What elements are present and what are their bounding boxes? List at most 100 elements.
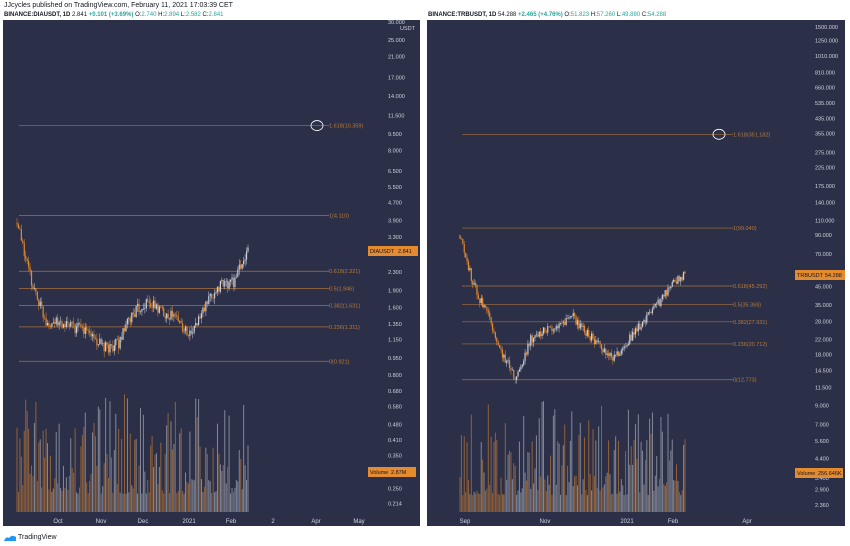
- volume-bar: [467, 480, 469, 512]
- y-tick-label: 0.250: [388, 486, 402, 492]
- candle-body: [622, 348, 624, 351]
- volume-bar: [650, 433, 652, 512]
- volume-bar: [41, 487, 43, 512]
- candle-body: [549, 326, 552, 328]
- left-chart-svg[interactable]: 30.000 25.000 21.000 17.000 14.000 11.500 9.50…: [3, 20, 420, 526]
- fib-level-label: 0(12.773): [733, 378, 757, 384]
- volume-bar: [166, 425, 168, 512]
- candle-body: [139, 311, 142, 313]
- candle-body: [128, 318, 130, 319]
- volume-bar: [671, 439, 673, 512]
- volume-bar: [660, 417, 662, 512]
- volume-bar: [516, 494, 518, 512]
- volume-bar: [128, 492, 130, 512]
- right-symbol[interactable]: BINANCE:TRBUSDT, 1D: [428, 12, 497, 18]
- volume-bar: [500, 477, 502, 512]
- candle-body: [463, 244, 465, 253]
- volume-bar: [90, 473, 92, 512]
- volume-bar: [238, 450, 240, 512]
- candle-body: [176, 314, 178, 317]
- volume-bar: [70, 438, 72, 512]
- candle-body: [179, 321, 181, 322]
- candle-body: [646, 314, 648, 323]
- candle-body: [119, 336, 121, 349]
- candle-body: [490, 317, 492, 324]
- candle-body: [497, 341, 499, 346]
- volume-bar: [487, 404, 489, 512]
- candle-body: [513, 369, 515, 379]
- volume-bar: [225, 483, 227, 512]
- volume-bar: [49, 455, 51, 512]
- candle-body: [121, 336, 123, 340]
- y-tick-label: 175.000: [815, 184, 835, 190]
- volume-tag: Volume 256.646K: [795, 468, 843, 478]
- volume-bar: [125, 493, 127, 512]
- target-circle-marker: [712, 128, 726, 140]
- candle-body: [644, 319, 646, 323]
- footer-brand[interactable]: TradingView: [18, 534, 57, 541]
- volume-bar: [234, 487, 236, 512]
- y-tick-label: 30.000: [388, 20, 405, 26]
- volume-bar: [506, 479, 508, 512]
- left-chart-panel[interactable]: 30.000 25.000 21.000 17.000 14.000 11.500 9.50…: [3, 20, 420, 526]
- volume-bar: [240, 458, 242, 512]
- volume-bar: [141, 493, 143, 512]
- candle-body: [202, 307, 204, 314]
- volume-bar: [576, 485, 578, 512]
- volume-bar: [496, 439, 498, 512]
- candle-body: [190, 330, 192, 334]
- volume-bar: [547, 475, 549, 512]
- candle-body: [19, 228, 21, 230]
- volume-bar: [524, 472, 526, 512]
- volume-bar: [511, 479, 513, 512]
- volume-bar: [544, 479, 546, 512]
- volume-bar: [122, 493, 124, 512]
- volume-bar: [54, 478, 56, 512]
- volume-bar: [109, 401, 111, 512]
- candle-body: [493, 330, 495, 333]
- y-tick-label: 3.400: [815, 476, 829, 482]
- volume-bar: [548, 484, 550, 512]
- candle-body: [617, 351, 620, 356]
- left-symbol[interactable]: BINANCE:DIAUSDT, 1D: [4, 12, 71, 18]
- y-tick-label: 1.350: [388, 322, 402, 328]
- volume-bar: [582, 479, 584, 512]
- candle-body: [78, 323, 81, 325]
- volume-bar: [163, 493, 165, 512]
- candle-body: [54, 322, 56, 324]
- volume-bar: [232, 492, 234, 512]
- candle-body: [81, 326, 83, 328]
- volume-bar: [193, 480, 195, 512]
- candle-body: [651, 308, 654, 314]
- volume-bar: [99, 409, 101, 512]
- candle-body: [585, 332, 587, 336]
- candle-body: [151, 307, 153, 308]
- candle-body: [459, 235, 461, 239]
- y-tick-label: 17.000: [388, 75, 405, 81]
- volume-bar: [94, 436, 96, 512]
- candle-body: [17, 224, 20, 229]
- volume-bar: [647, 494, 649, 512]
- volume-bar: [205, 447, 207, 512]
- candle-body: [152, 300, 155, 308]
- candle-body: [562, 321, 564, 324]
- candle-body: [141, 309, 143, 312]
- candle-body: [106, 342, 108, 345]
- candle-body: [212, 298, 214, 299]
- y-tick-label: 11.500: [815, 386, 831, 392]
- volume-bar: [513, 463, 515, 512]
- candle-body: [527, 343, 529, 355]
- volume-bar: [620, 479, 622, 512]
- right-price: 54.288: [498, 12, 517, 18]
- candle-body: [171, 310, 174, 317]
- volume-bar: [602, 487, 604, 512]
- volume-bar: [173, 444, 175, 512]
- volume-bar: [530, 488, 532, 512]
- candle-body: [636, 328, 638, 332]
- candle-body: [578, 320, 580, 329]
- candle-body: [624, 345, 627, 347]
- right-chart-svg[interactable]: 1500.000 1250.000 1010.000 810.000 660.000 53…: [427, 20, 845, 526]
- right-chart-panel[interactable]: 1500.000 1250.000 1010.000 810.000 660.000 53…: [427, 20, 845, 526]
- volume-bar: [479, 493, 481, 512]
- y-tick-label: 140.000: [815, 200, 835, 206]
